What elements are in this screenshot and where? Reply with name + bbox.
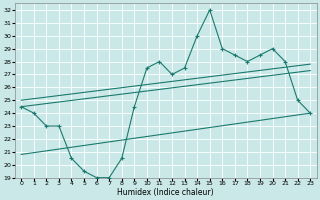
X-axis label: Humidex (Indice chaleur): Humidex (Indice chaleur): [117, 188, 214, 197]
